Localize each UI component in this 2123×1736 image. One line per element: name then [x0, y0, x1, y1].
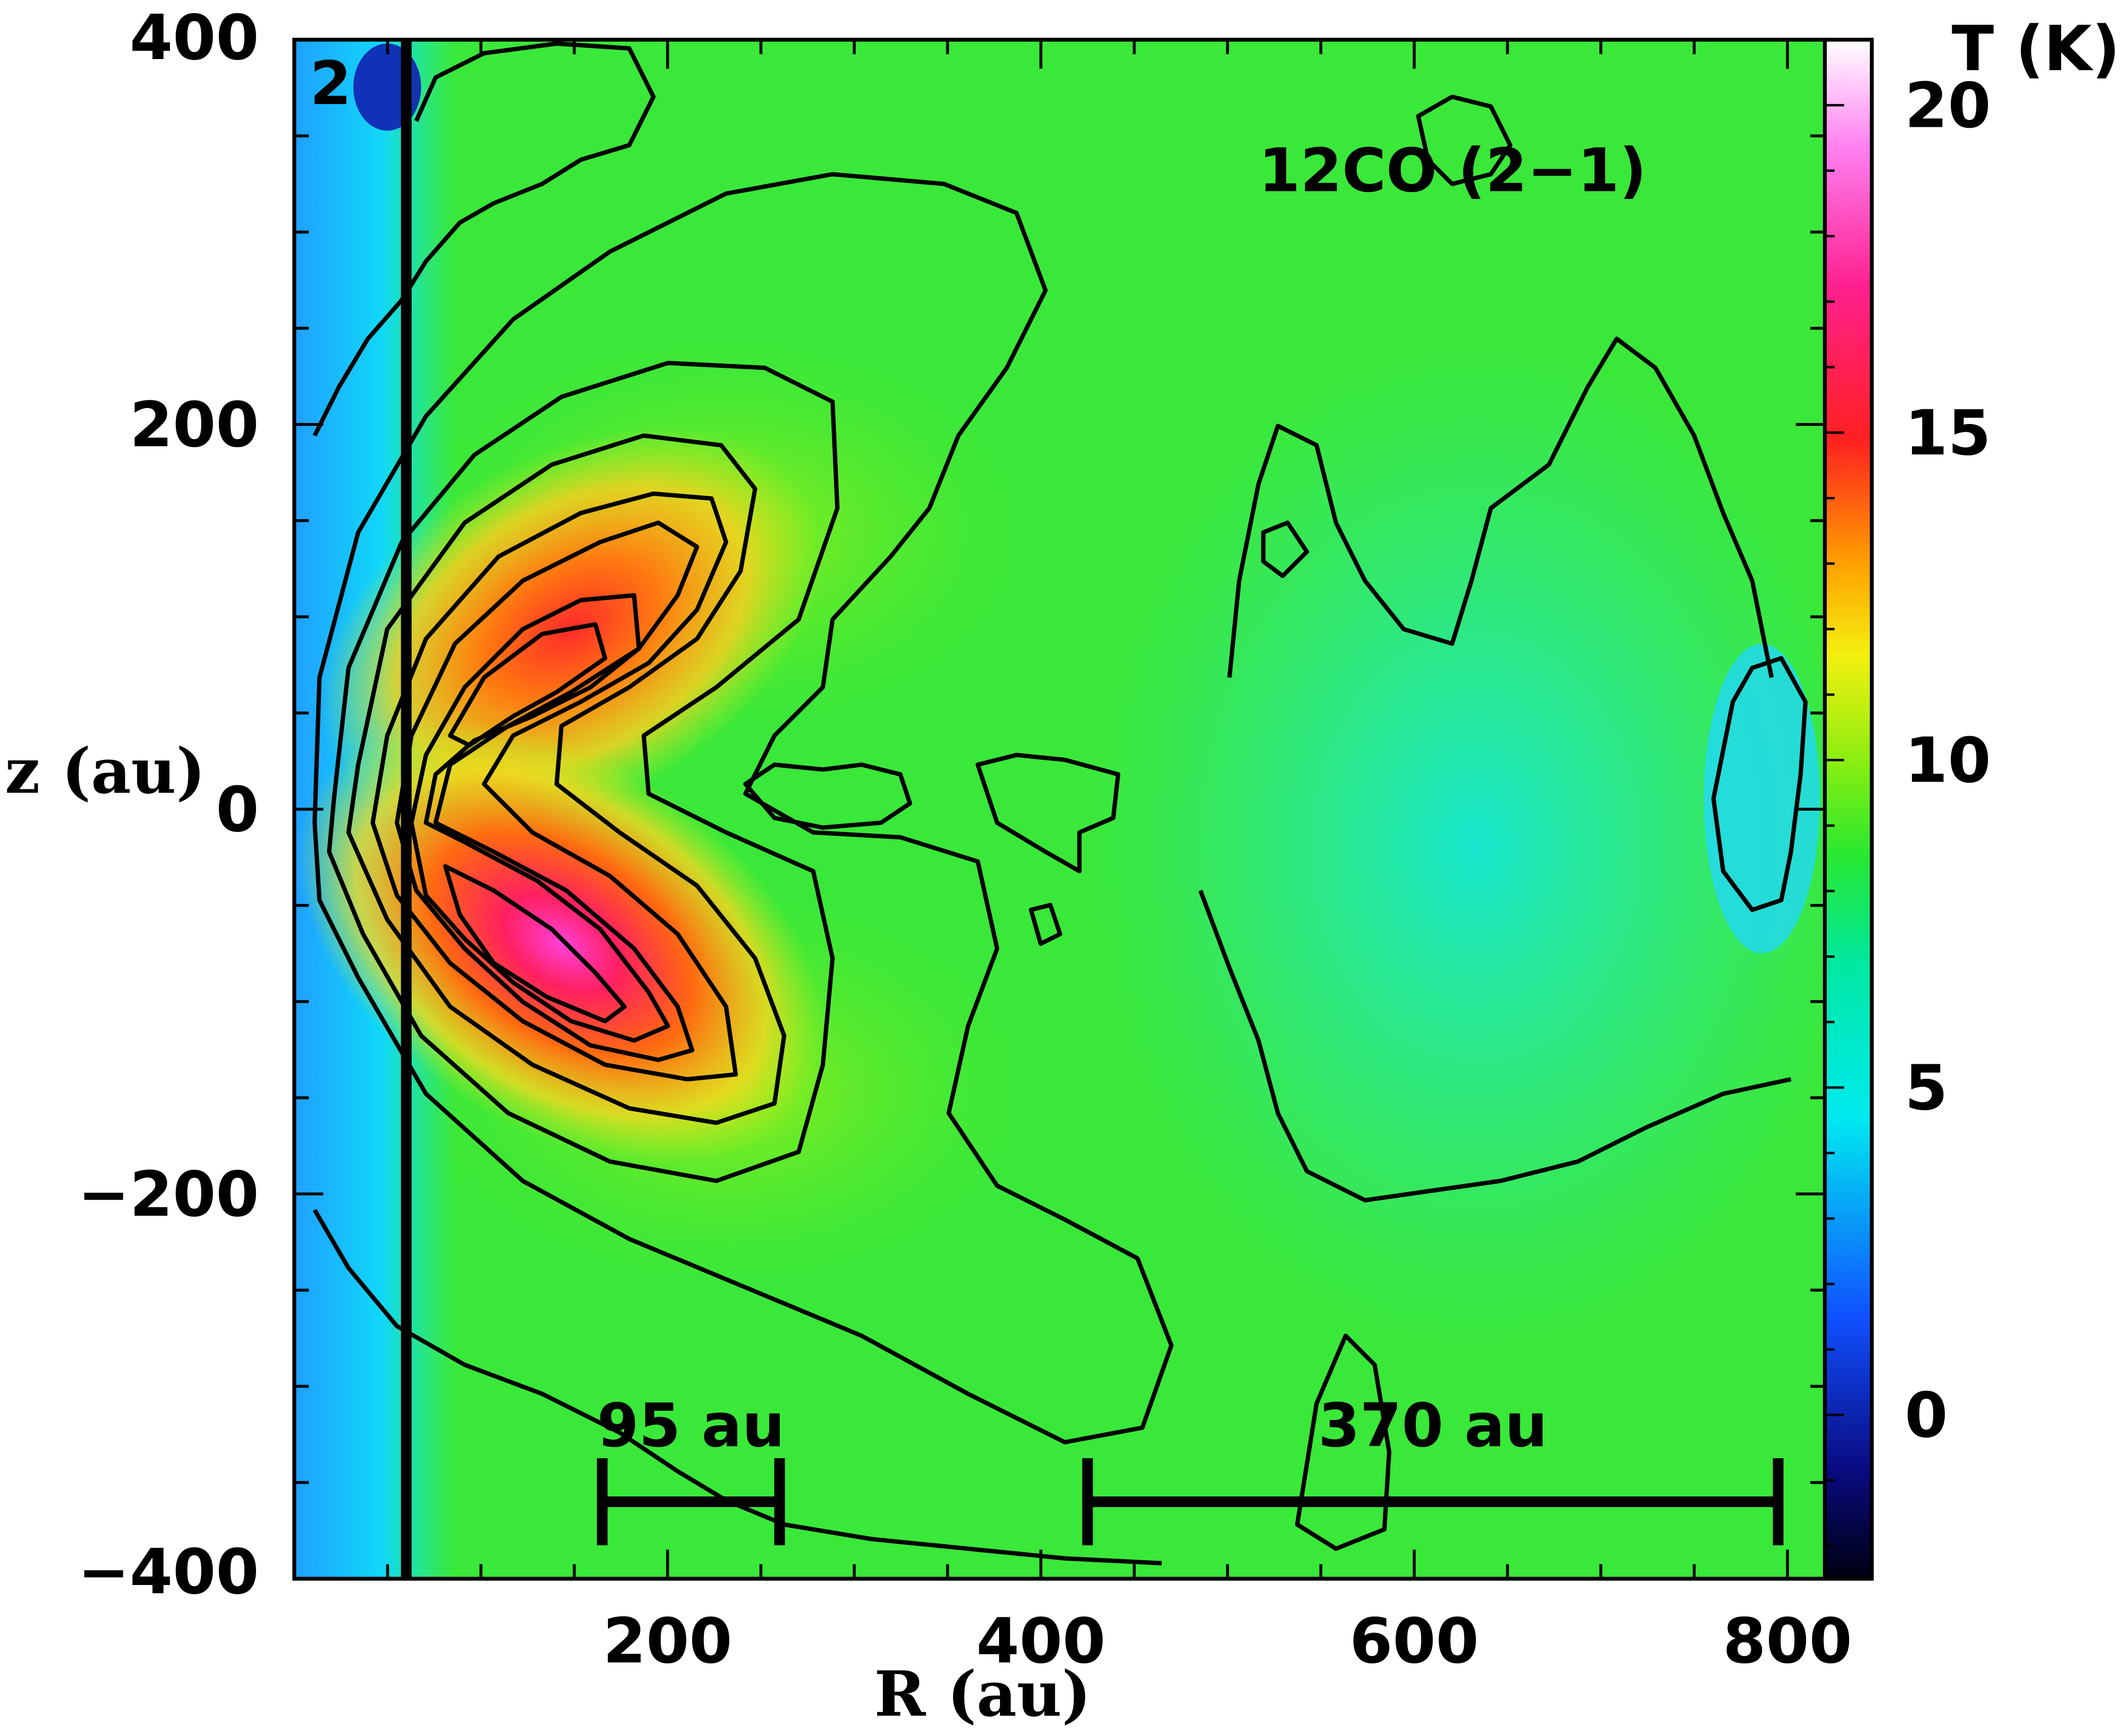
x-tick-label: 800	[1723, 1605, 1852, 1677]
y-tick-label: 200	[130, 389, 259, 461]
y-tick-label: 0	[216, 774, 259, 846]
contour-outer-upper	[312, 41, 656, 437]
contour-1	[409, 593, 670, 1043]
y-tick-label: −400	[78, 1536, 259, 1608]
contour-3	[370, 491, 738, 1082]
colorbar: 0 5 10 15 20 T (K)	[1823, 13, 2120, 1581]
x-tick-label: 600	[1350, 1605, 1479, 1677]
contour-top-right-small	[1416, 94, 1513, 186]
contour-middle-island-1	[743, 762, 912, 830]
colorbar-tick-label: 0	[1905, 1380, 1948, 1452]
contour-small-2	[1029, 903, 1062, 946]
scale-bars: 95 au 370 au	[597, 1391, 1784, 1545]
contour-middle-island-2	[975, 753, 1121, 874]
lower-hot-lobe	[298, 723, 825, 1165]
y-tick-label: 400	[130, 2, 259, 74]
line-label: 12CO (2−1)	[1259, 136, 1647, 206]
contour-4	[346, 433, 787, 1125]
colorbar-tick-label: 5	[1905, 1052, 1948, 1124]
contour-5	[327, 361, 840, 1183]
contour-far-right-patch	[1711, 656, 1808, 912]
colorbar-tick-label: 10	[1905, 725, 1991, 797]
colorbar-ticks: 0 5 10 15 20	[1825, 38, 1991, 1547]
colorbar-gradient	[1823, 38, 1874, 1581]
contour-outer-lower	[313, 1208, 1162, 1566]
x-axis-ticks: 200 400 600 800	[386, 40, 1852, 1677]
y-tick-label: −200	[78, 1159, 259, 1231]
contour-small-1	[1261, 520, 1309, 578]
colorbar-tick-label: 15	[1905, 397, 1991, 469]
temperature-contours	[312, 41, 1808, 1566]
temperature-heatmap: 95 au 370 au	[294, 40, 1825, 1579]
scale-bar-label: 370 au	[1318, 1391, 1547, 1461]
contour-6	[312, 172, 1174, 1445]
colorbar-tick-label: 20	[1905, 70, 1991, 142]
far-right-cold-spot	[1704, 644, 1820, 953]
contour-right-upper	[1227, 336, 1774, 678]
colorbar-title: T (K)	[1952, 13, 2120, 85]
y-axis-title: z (au)	[5, 735, 205, 808]
panel-label: 2	[310, 49, 351, 119]
x-axis-title: R (au)	[874, 1658, 1091, 1731]
contour-2	[394, 520, 699, 1062]
contour-hot-core-lower	[443, 864, 627, 1024]
x-tick-label: 400	[976, 1605, 1106, 1677]
contour-bottom-island	[1295, 1333, 1392, 1551]
y-axis-ticks: −400 −200 0 200 400	[78, 2, 1825, 1608]
scale-bar-label: 95 au	[597, 1391, 785, 1461]
x-tick-label: 200	[603, 1605, 732, 1677]
contour-right-lower	[1198, 890, 1791, 1203]
